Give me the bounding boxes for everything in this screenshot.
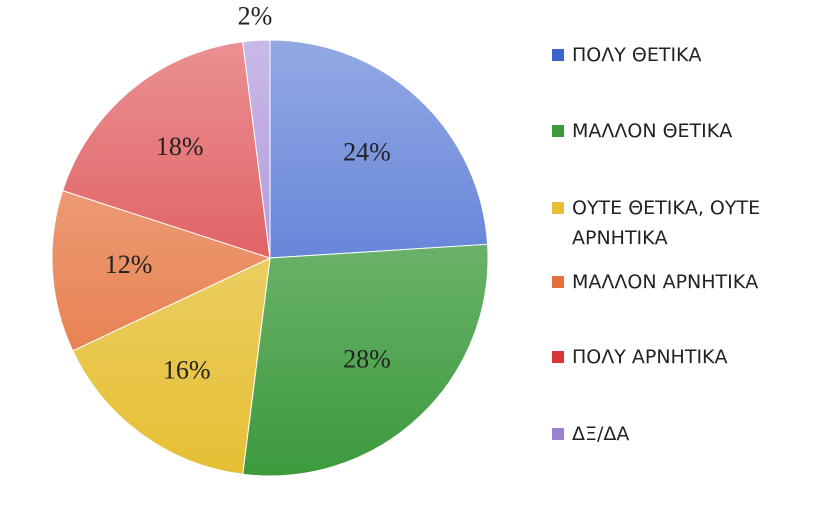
data-label: 28% (343, 344, 391, 373)
legend-label: ΠΟΛΥ ΘΕΤΙΚΑ (572, 44, 702, 66)
data-label: 12% (105, 250, 153, 279)
legend-swatch (552, 276, 564, 288)
legend-label: ΔΞ/ΔΑ (572, 423, 630, 445)
legend-label: ΠΟΛΥ ΑΡΝΗΤΙΚΑ (572, 346, 728, 368)
legend-item: ΟΥΤΕ ΘΕΤΙΚΑ, ΟΥΤΕ ΑΡΝΗΤΙΚΑ (552, 193, 802, 253)
legend-label: ΜΑΛΛΟΝ ΑΡΝΗΤΙΚΑ (572, 271, 759, 293)
data-label: 16% (163, 356, 211, 385)
legend-item: ΔΞ/ΔΑ (552, 419, 802, 449)
legend-item: ΠΟΛΥ ΘΕΤΙΚΑ (552, 40, 802, 70)
data-label: 24% (343, 138, 391, 167)
legend-item: ΜΑΛΛΟΝ ΘΕΤΙΚΑ (552, 116, 802, 146)
legend-item: ΠΟΛΥ ΑΡΝΗΤΙΚΑ (552, 342, 802, 372)
legend-swatch (552, 202, 564, 214)
legend-item: ΜΑΛΛΟΝ ΑΡΝΗΤΙΚΑ (552, 267, 802, 297)
legend-label: ΟΥΤΕ ΘΕΤΙΚΑ, ΟΥΤΕ ΑΡΝΗΤΙΚΑ (572, 197, 761, 249)
data-label: 18% (156, 132, 204, 161)
legend-swatch (552, 428, 564, 440)
legend-swatch (552, 125, 564, 137)
legend-swatch (552, 351, 564, 363)
data-label: 2% (238, 2, 273, 31)
legend-swatch (552, 49, 564, 61)
legend-label: ΜΑΛΛΟΝ ΘΕΤΙΚΑ (572, 120, 733, 142)
